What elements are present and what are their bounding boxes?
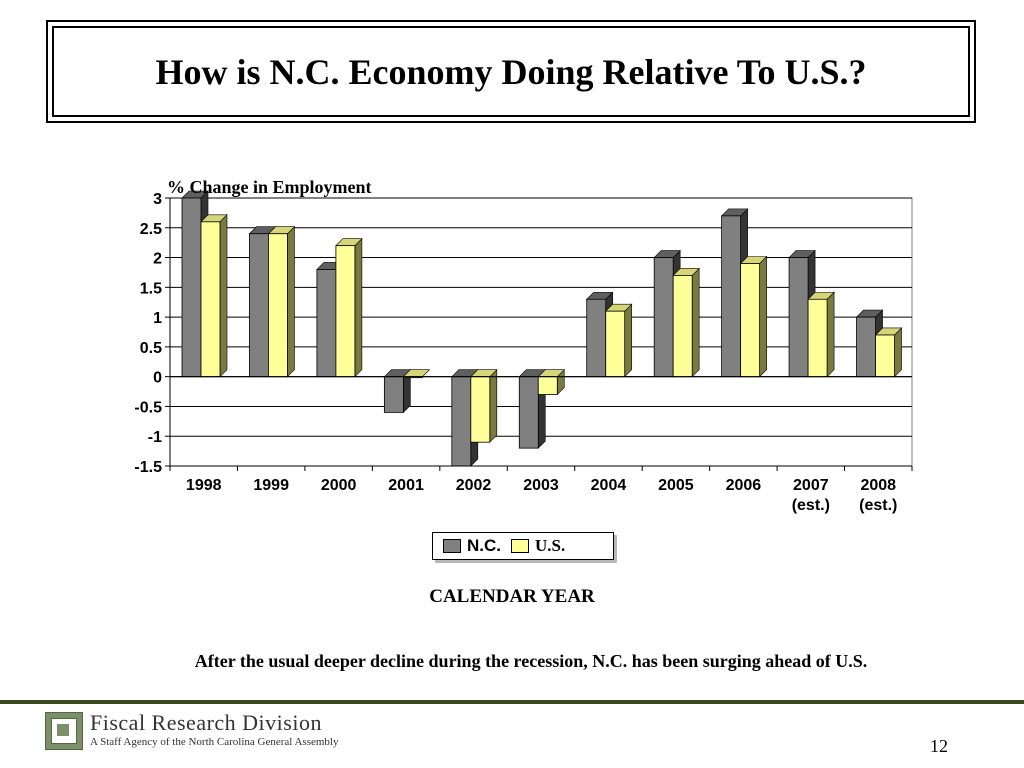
bar-us: [537, 376, 558, 395]
legend-item-us: U.S.: [511, 536, 565, 556]
slide-title: How is N.C. Economy Doing Relative To U.…: [155, 51, 867, 92]
legend-swatch-us: [511, 539, 529, 553]
x-tick-label: (est.): [859, 497, 897, 514]
x-tick-label: 1998: [186, 477, 222, 494]
bar-us: [335, 245, 356, 378]
bar-nc: [181, 197, 202, 378]
y-tick-label: 1: [153, 310, 162, 327]
bar-nc: [856, 316, 876, 378]
y-tick-label: 2: [153, 251, 162, 268]
slide-caption: After the usual deeper decline during th…: [194, 651, 868, 671]
bar-side-us: [691, 267, 700, 378]
x-tick-label: (est.): [792, 497, 830, 514]
bar-side-us: [354, 237, 363, 378]
page-number: 12: [930, 736, 948, 756]
bar-us: [268, 233, 288, 378]
x-tick-label: 2008: [860, 477, 896, 494]
x-tick-label: 1999: [253, 477, 289, 494]
x-tick-label: 2007: [793, 477, 829, 494]
y-tick-label: -1: [148, 429, 162, 446]
legend-swatch-nc: [443, 539, 461, 553]
title-frame: How is N.C. Economy Doing Relative To U.…: [46, 20, 976, 123]
bar-us: [470, 376, 491, 443]
y-tick-label: 3: [153, 191, 162, 208]
x-tick-label: 2004: [591, 477, 627, 494]
x-tick-label: 2000: [321, 477, 357, 494]
bar-side-us: [826, 291, 835, 378]
fiscal-research-logo: [45, 712, 83, 750]
x-tick-label: 2005: [658, 477, 694, 494]
x-tick-label: 2002: [456, 477, 492, 494]
bar-nc: [316, 269, 337, 378]
bar-nc: [586, 298, 607, 378]
legend-item-nc: N.C.: [443, 536, 501, 556]
bar-side-us: [219, 214, 228, 378]
bar-us: [672, 275, 693, 378]
footer-divider: [0, 700, 1024, 704]
legend-label-us: U.S.: [535, 536, 566, 555]
y-tick-label: 2.5: [140, 221, 162, 238]
bar-us: [807, 298, 828, 378]
bar-us: [605, 310, 626, 378]
bar-side-us: [489, 368, 498, 443]
org-subtitle: A Staff Agency of the North Carolina Gen…: [90, 736, 339, 748]
x-tick-label: 2003: [523, 477, 559, 494]
y-tick-label: 1.5: [140, 280, 162, 297]
bar-nc: [653, 257, 674, 378]
legend-label-nc: N.C.: [467, 536, 501, 555]
y-tick-label: 0.5: [140, 340, 162, 357]
x-tick-label: 2001: [388, 477, 424, 494]
bar-us: [875, 334, 895, 378]
y-tick-label: -0.5: [134, 399, 162, 416]
org-name: Fiscal Research Division: [90, 710, 322, 735]
bar-us: [740, 263, 761, 378]
employment-bar-chart: 3 2.5 2 1.5 1 0.5 0 -0.5 -1 -1.5 1998 1999 2000 2001 2…: [134, 190, 913, 514]
bar-side-us: [894, 327, 902, 378]
y-axis-label: % Change in Employment: [167, 177, 372, 197]
y-tick-label: 0: [153, 370, 162, 387]
x-axis-label: CALENDAR YEAR: [429, 586, 595, 607]
bar-side-us: [287, 226, 295, 378]
bar-us: [200, 221, 221, 378]
bar-side-us: [759, 255, 767, 378]
x-tick-label: 2006: [726, 477, 762, 494]
chart-legend: N.C. U.S.: [432, 532, 614, 560]
bar-nc: [721, 215, 742, 378]
bar-nc: [788, 257, 809, 378]
title-inner-frame: How is N.C. Economy Doing Relative To U.…: [52, 26, 970, 117]
bar-nc: [451, 376, 472, 467]
bar-nc: [518, 376, 539, 449]
bar-side-us: [624, 303, 633, 378]
bar-nc: [249, 233, 269, 378]
bar-nc: [383, 376, 404, 413]
y-tick-label: -1.5: [134, 459, 162, 476]
